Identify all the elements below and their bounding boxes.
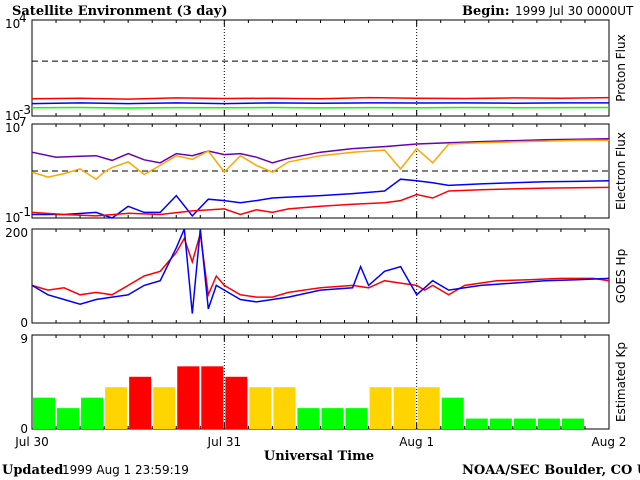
kp-bar — [201, 366, 224, 429]
kp-bar — [33, 397, 56, 429]
kp-bar — [441, 397, 464, 429]
y-tick-label: 10 — [5, 121, 20, 135]
series-line-blue — [31, 102, 609, 105]
kp-bar — [513, 418, 536, 429]
y-tick-label: 200 — [5, 226, 28, 240]
kp-bar — [249, 387, 272, 429]
x-tick-label: Aug 1 — [399, 435, 434, 449]
kp-bar — [129, 376, 152, 429]
series-line-orange — [31, 139, 610, 181]
begin-label: Begin: — [462, 4, 510, 19]
x-tick-label: Jul 31 — [207, 435, 242, 449]
goes-hp-panel: 0 200 GOES Hp — [5, 226, 628, 330]
kp-bar — [297, 408, 320, 429]
panel-frame — [31, 228, 610, 324]
y-tick-label: 10 — [5, 17, 20, 31]
series-line-green — [31, 106, 610, 109]
series-line-blue — [31, 228, 610, 314]
chart-title: Satellite Environment (3 day) — [12, 4, 227, 19]
y-tick-label: 0 — [20, 422, 28, 436]
series-line-red — [31, 186, 610, 217]
y-tick-label: 10 — [5, 211, 20, 225]
x-tick-label: Aug 2 — [592, 435, 627, 449]
panel-side-label: Proton Flux — [614, 34, 628, 101]
y-tick-label: 0 — [20, 316, 28, 330]
begin-value: 1999 Jul 30 0000UT — [515, 4, 634, 18]
kp-bar — [57, 408, 80, 429]
kp-bar — [225, 376, 248, 429]
y-tick-label: 10 — [5, 109, 20, 123]
kp-bar — [345, 408, 368, 429]
kp-bar — [417, 387, 440, 429]
updated-value: 1999 Aug 1 23:59:19 — [62, 463, 189, 477]
x-tick-label: Jul 30 — [14, 435, 49, 449]
panel-side-label: GOES Hp — [614, 249, 628, 303]
kp-bar — [465, 418, 488, 429]
kp-bar — [321, 408, 344, 429]
kp-bar — [561, 418, 584, 429]
y-tick-exponent: 4 — [19, 11, 27, 25]
series-line-red — [31, 96, 610, 100]
credit-text: NOAA/SEC Boulder, CO USA — [462, 463, 640, 478]
kp-bar — [369, 387, 392, 429]
panel-frame — [31, 19, 610, 117]
kp-bar — [81, 397, 104, 429]
y-tick-exponent: -1 — [19, 205, 31, 219]
y-tick-exponent: -3 — [19, 103, 31, 117]
series-line-purple — [31, 138, 610, 164]
kp-bar — [105, 387, 128, 429]
panel-side-label: Electron Flux — [614, 132, 628, 210]
updated-label: Updated — [2, 463, 63, 478]
series-line-red — [31, 233, 610, 298]
estimated-kp-panel: 0 9 Estimated Kp — [20, 332, 628, 436]
y-tick-label: 9 — [20, 332, 28, 346]
kp-bar — [537, 418, 560, 429]
x-axis-label: Universal Time — [264, 449, 374, 464]
x-axis-ticks: Jul 30 Jul 31 Aug 1 Aug 2 — [14, 435, 626, 449]
kp-bar — [153, 387, 176, 429]
kp-bar — [393, 387, 416, 429]
panel-side-label: Estimated Kp — [614, 342, 628, 422]
y-tick-exponent: 7 — [19, 115, 27, 129]
kp-bar — [177, 366, 200, 429]
kp-bar — [489, 418, 512, 429]
kp-bar — [273, 387, 296, 429]
series-line-blue — [32, 178, 610, 219]
